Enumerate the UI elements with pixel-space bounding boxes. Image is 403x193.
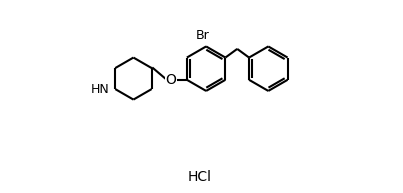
Text: Br: Br (196, 29, 210, 42)
Text: O: O (165, 73, 176, 87)
Text: HN: HN (91, 83, 110, 96)
Text: HCl: HCl (188, 170, 212, 184)
